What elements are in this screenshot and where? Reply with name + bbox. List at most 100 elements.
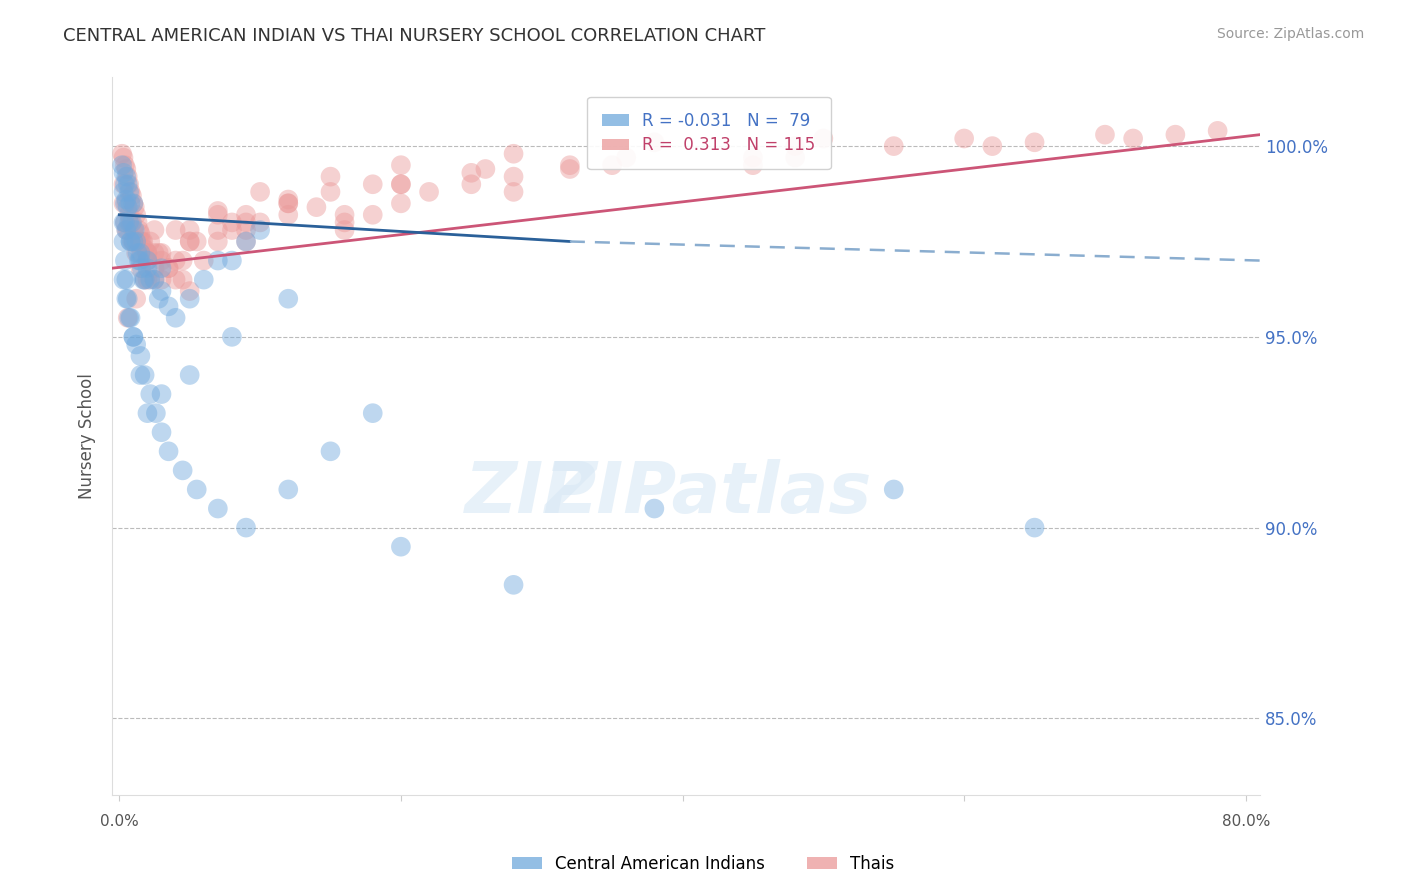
Point: [389, 178, 412, 192]
Point: [122, 196, 145, 211]
Point: [277, 483, 299, 497]
Point: [118, 310, 141, 325]
Point: [112, 178, 135, 192]
Text: ZIP: ZIP: [465, 459, 598, 528]
Point: [136, 246, 159, 260]
Text: ZIPatlas: ZIPatlas: [546, 459, 873, 528]
Point: [115, 193, 138, 207]
Point: [361, 178, 384, 192]
Point: [179, 368, 201, 382]
Point: [117, 200, 139, 214]
Point: [179, 235, 201, 249]
Point: [1024, 136, 1046, 150]
Point: [111, 146, 134, 161]
Point: [120, 310, 142, 325]
Point: [235, 521, 257, 535]
Text: 80.0%: 80.0%: [1222, 814, 1270, 829]
Y-axis label: Nursery School: Nursery School: [79, 373, 96, 499]
Point: [785, 151, 807, 165]
Point: [115, 223, 138, 237]
Point: [172, 463, 194, 477]
Point: [118, 185, 141, 199]
Point: [114, 253, 136, 268]
Point: [112, 272, 135, 286]
Point: [131, 235, 153, 249]
Point: [277, 193, 299, 207]
Point: [129, 246, 152, 260]
Point: [179, 284, 201, 298]
Point: [115, 169, 138, 184]
Point: [121, 188, 143, 202]
Point: [143, 246, 166, 260]
Point: [614, 151, 637, 165]
Point: [502, 578, 524, 592]
Point: [1024, 521, 1046, 535]
Point: [129, 227, 152, 241]
Point: [165, 253, 187, 268]
Point: [117, 178, 139, 192]
Point: [111, 158, 134, 172]
Point: [277, 208, 299, 222]
Point: [157, 261, 180, 276]
Point: [125, 246, 148, 260]
Point: [361, 406, 384, 420]
Point: [112, 235, 135, 249]
Point: [981, 139, 1004, 153]
Legend: Central American Indians, Thais: Central American Indians, Thais: [505, 848, 901, 880]
Point: [207, 501, 229, 516]
Point: [883, 483, 905, 497]
Point: [136, 253, 159, 268]
Point: [112, 166, 135, 180]
Point: [953, 131, 976, 145]
Point: [112, 151, 135, 165]
Point: [129, 349, 152, 363]
Point: [150, 246, 173, 260]
Point: [120, 185, 142, 199]
Point: [114, 158, 136, 172]
Point: [502, 185, 524, 199]
Point: [179, 292, 201, 306]
Point: [157, 299, 180, 313]
Point: [145, 406, 167, 420]
Point: [131, 261, 153, 276]
Point: [235, 223, 257, 237]
Point: [193, 253, 215, 268]
Point: [128, 223, 150, 237]
Point: [115, 196, 138, 211]
Point: [132, 235, 155, 249]
Point: [418, 185, 440, 199]
Point: [785, 139, 807, 153]
Point: [150, 253, 173, 268]
Point: [207, 223, 229, 237]
Point: [333, 208, 356, 222]
Point: [558, 161, 581, 176]
Point: [150, 387, 173, 401]
Point: [114, 196, 136, 211]
Point: [121, 215, 143, 229]
Point: [333, 223, 356, 237]
Point: [134, 272, 156, 286]
Text: 0.0%: 0.0%: [100, 814, 139, 829]
Point: [117, 310, 139, 325]
Point: [742, 151, 765, 165]
Legend: R = -0.031   N =  79, R =  0.313   N = 115: R = -0.031 N = 79, R = 0.313 N = 115: [588, 96, 831, 169]
Point: [115, 223, 138, 237]
Point: [460, 166, 482, 180]
Point: [165, 223, 187, 237]
Point: [115, 161, 138, 176]
Point: [643, 136, 665, 150]
Point: [150, 272, 173, 286]
Point: [165, 272, 187, 286]
Point: [136, 246, 159, 260]
Point: [742, 158, 765, 172]
Point: [148, 292, 170, 306]
Point: [120, 215, 142, 229]
Point: [120, 196, 142, 211]
Text: CENTRAL AMERICAN INDIAN VS THAI NURSERY SCHOOL CORRELATION CHART: CENTRAL AMERICAN INDIAN VS THAI NURSERY …: [63, 27, 766, 45]
Point: [150, 261, 173, 276]
Point: [112, 215, 135, 229]
Point: [118, 178, 141, 192]
Point: [127, 215, 149, 229]
Point: [117, 169, 139, 184]
Point: [305, 200, 328, 214]
